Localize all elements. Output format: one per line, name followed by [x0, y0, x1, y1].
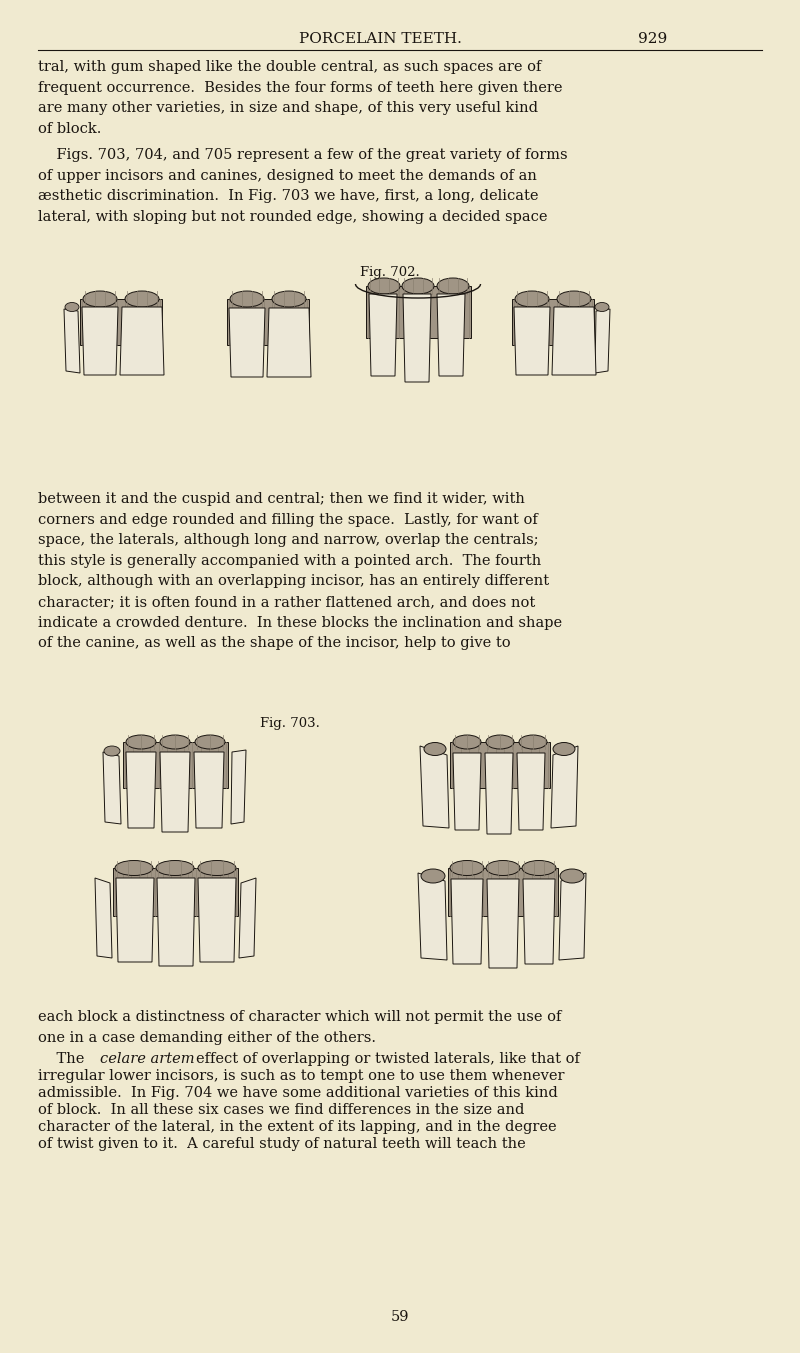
Ellipse shape	[156, 861, 194, 875]
Text: 59: 59	[390, 1310, 410, 1325]
Polygon shape	[448, 869, 558, 916]
Polygon shape	[487, 879, 519, 967]
Polygon shape	[157, 878, 195, 966]
Ellipse shape	[424, 743, 446, 755]
Ellipse shape	[450, 861, 484, 875]
Polygon shape	[267, 308, 311, 377]
Polygon shape	[453, 754, 481, 829]
Ellipse shape	[368, 277, 400, 294]
Ellipse shape	[230, 291, 264, 307]
Ellipse shape	[83, 291, 117, 307]
Text: The: The	[38, 1053, 89, 1066]
Ellipse shape	[104, 746, 120, 756]
Text: Figs. 703, 704, and 705 represent a few of the great variety of forms
of upper i: Figs. 703, 704, and 705 represent a few …	[38, 147, 568, 223]
Polygon shape	[227, 299, 309, 345]
Polygon shape	[551, 746, 578, 828]
Polygon shape	[126, 752, 156, 828]
Ellipse shape	[515, 291, 549, 307]
Text: between it and the cuspid and central; then we find it wider, with
corners and e: between it and the cuspid and central; t…	[38, 492, 562, 651]
Polygon shape	[369, 294, 397, 376]
Ellipse shape	[557, 291, 591, 307]
Ellipse shape	[553, 743, 575, 755]
Text: irregular lower incisors, is such as to tempt one to use them whenever: irregular lower incisors, is such as to …	[38, 1069, 565, 1082]
Text: character of the lateral, in the extent of its lapping, and in the degree: character of the lateral, in the extent …	[38, 1120, 557, 1134]
Polygon shape	[450, 741, 550, 787]
Polygon shape	[451, 879, 483, 963]
Text: of block.  In all these six cases we find differences in the size and: of block. In all these six cases we find…	[38, 1103, 524, 1118]
Polygon shape	[113, 869, 238, 916]
Polygon shape	[517, 754, 545, 829]
Ellipse shape	[522, 861, 556, 875]
Polygon shape	[229, 308, 265, 377]
Text: 929: 929	[638, 32, 667, 46]
Text: tral, with gum shaped like the double central, as such spaces are of
frequent oc: tral, with gum shaped like the double ce…	[38, 60, 562, 135]
Ellipse shape	[486, 735, 514, 750]
Ellipse shape	[126, 735, 156, 750]
Polygon shape	[120, 307, 164, 375]
Text: celare artem: celare artem	[100, 1053, 194, 1066]
Ellipse shape	[272, 291, 306, 307]
Polygon shape	[239, 878, 256, 958]
Polygon shape	[420, 746, 449, 828]
Polygon shape	[123, 741, 228, 787]
Polygon shape	[116, 878, 154, 962]
Ellipse shape	[402, 277, 434, 294]
Ellipse shape	[437, 277, 469, 294]
Polygon shape	[194, 752, 224, 828]
Ellipse shape	[519, 735, 547, 750]
Ellipse shape	[125, 291, 159, 307]
Polygon shape	[95, 878, 112, 958]
Ellipse shape	[160, 735, 190, 750]
Text: effect of overlapping or twisted laterals, like that of: effect of overlapping or twisted lateral…	[196, 1053, 580, 1066]
Text: admissible.  In Fig. 704 we have some additional varieties of this kind: admissible. In Fig. 704 we have some add…	[38, 1086, 558, 1100]
Text: each block a distinctness of character which will not permit the use of
one in a: each block a distinctness of character w…	[38, 1009, 562, 1045]
Text: Fig. 703.: Fig. 703.	[260, 717, 320, 731]
Ellipse shape	[486, 861, 520, 875]
Polygon shape	[595, 308, 610, 373]
Ellipse shape	[198, 861, 236, 875]
Ellipse shape	[560, 869, 584, 884]
Polygon shape	[485, 754, 513, 833]
Polygon shape	[64, 308, 80, 373]
Polygon shape	[559, 873, 586, 961]
Polygon shape	[552, 307, 596, 375]
Polygon shape	[366, 285, 471, 338]
Polygon shape	[103, 752, 121, 824]
Ellipse shape	[65, 303, 79, 311]
Text: Fig. 702.: Fig. 702.	[360, 267, 420, 279]
Text: PORCELAIN TEETH.: PORCELAIN TEETH.	[298, 32, 462, 46]
Text: of twist given to it.  A careful study of natural teeth will teach the: of twist given to it. A careful study of…	[38, 1137, 526, 1151]
Polygon shape	[403, 294, 431, 382]
Polygon shape	[231, 750, 246, 824]
Ellipse shape	[115, 861, 153, 875]
Polygon shape	[198, 878, 236, 962]
Polygon shape	[160, 752, 190, 832]
Polygon shape	[512, 299, 594, 345]
Ellipse shape	[421, 869, 445, 884]
Polygon shape	[418, 873, 447, 961]
Polygon shape	[437, 294, 465, 376]
Polygon shape	[514, 307, 550, 375]
Ellipse shape	[453, 735, 481, 750]
Polygon shape	[82, 307, 118, 375]
Ellipse shape	[595, 303, 609, 311]
Ellipse shape	[195, 735, 225, 750]
Polygon shape	[80, 299, 162, 345]
Polygon shape	[523, 879, 555, 963]
